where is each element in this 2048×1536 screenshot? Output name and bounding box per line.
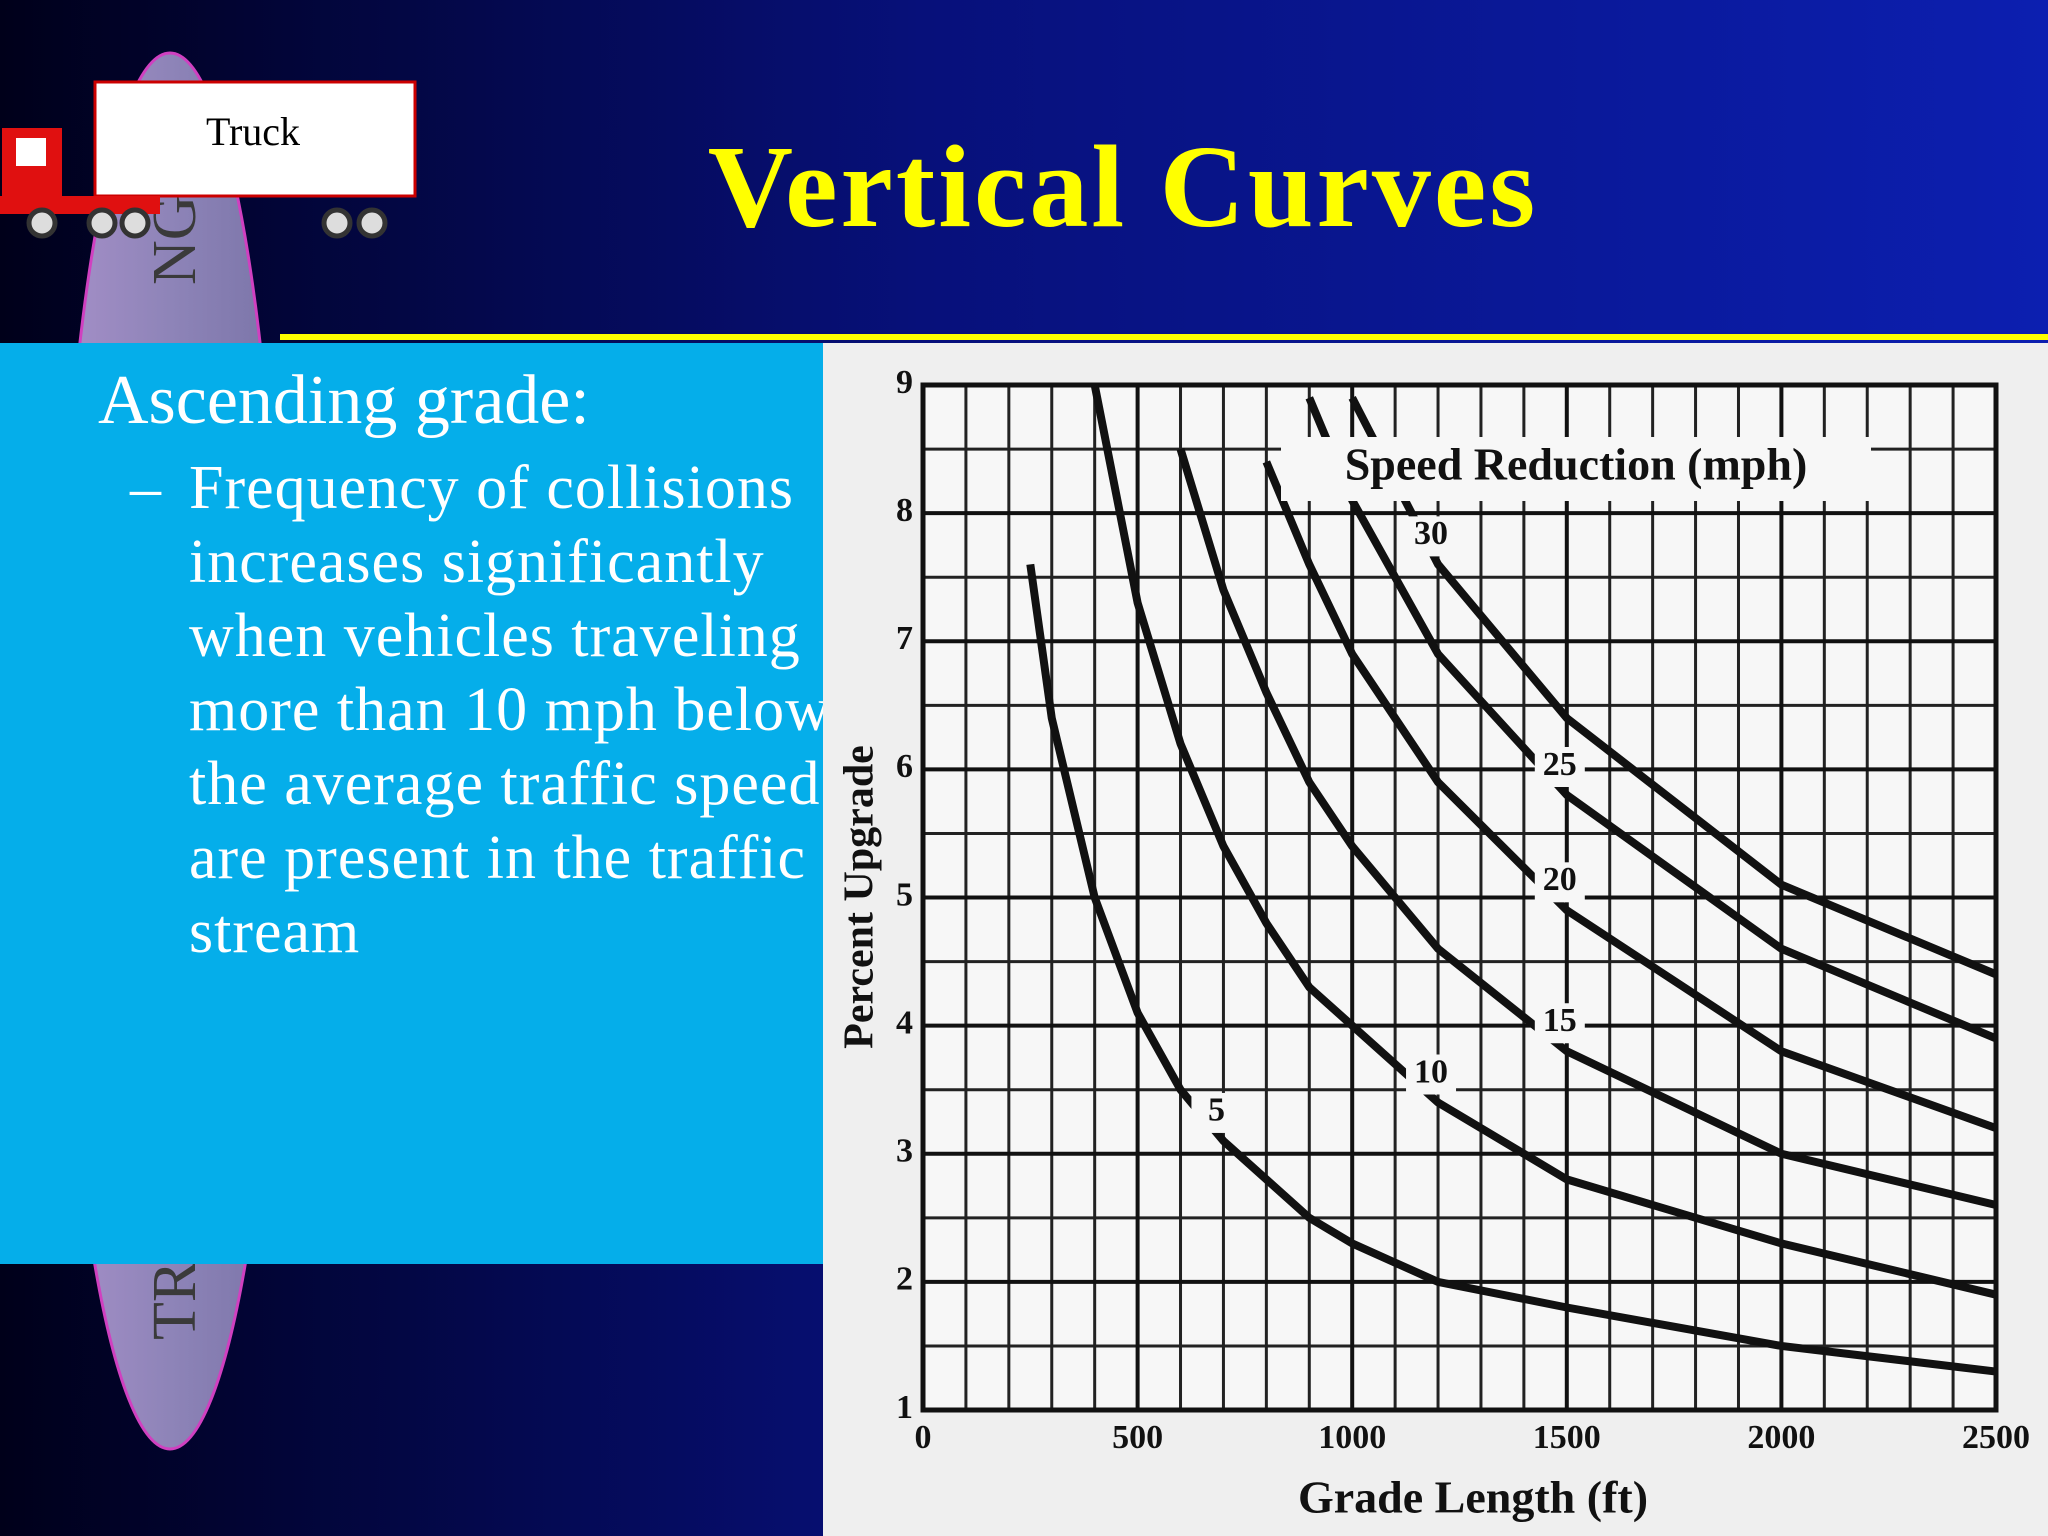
curve [1026, 563, 1997, 1376]
wheel [119, 207, 151, 239]
curve-label-background [1191, 1092, 1242, 1133]
curve-label: 15 [1543, 1002, 1577, 1039]
cab-window [16, 138, 46, 166]
heading: Ascending grade: [98, 362, 590, 439]
y-tick-label: 9 [896, 364, 913, 401]
y-axis-label: Percent Upgrade [837, 745, 883, 1049]
text-panel: Ascending grade: – Frequency of collisio… [0, 343, 830, 1264]
side-text: TR [141, 1260, 209, 1340]
curve-label-background [1534, 862, 1585, 903]
curve [1262, 460, 1998, 1132]
curve-label-background [1406, 1054, 1457, 1095]
x-axis-label: Grade Length (ft) [1298, 1472, 1648, 1523]
curve [1176, 447, 1997, 1209]
x-tick-label: 2500 [1962, 1419, 2030, 1456]
chart: Percent Upgrade Grade Length (ft) 0 500 10… [823, 343, 2048, 1536]
y-tick-label: 8 [896, 492, 913, 529]
truck-logo: Truck [0, 80, 417, 239]
curve-label-background [1534, 747, 1585, 787]
y-tick-label: 5 [896, 876, 913, 913]
x-tick-label: 1000 [1318, 1419, 1386, 1456]
curve-label-background [1406, 516, 1457, 557]
x-tick-label: 500 [1112, 1419, 1163, 1456]
wheel [321, 207, 353, 239]
plot-frame [920, 382, 1999, 1413]
y-tick-label: 6 [896, 748, 913, 785]
slide-title: Vertical Curves [708, 121, 1538, 252]
x-tick-label: 0 [915, 1419, 932, 1456]
y-tick-label: 3 [896, 1133, 913, 1170]
trailer [93, 80, 417, 198]
logo-label: Truck [206, 109, 300, 154]
curve-label: 5 [1208, 1092, 1225, 1129]
curve-label-background [1534, 1003, 1585, 1044]
curve [1348, 395, 1998, 979]
bullet-text: Frequency of collisions increases signif… [189, 454, 831, 966]
legend-title: Speed Reduction (mph) [1345, 439, 1808, 490]
bullet-marker: – [130, 454, 161, 522]
curve-label: 10 [1414, 1053, 1448, 1090]
x-tick-label: 1500 [1533, 1419, 1601, 1456]
wheel [26, 207, 58, 239]
legend-background [1281, 437, 1871, 501]
curve-label: 30 [1414, 515, 1448, 552]
wheel [86, 207, 118, 239]
curve-label: 25 [1543, 746, 1577, 783]
curve [1090, 384, 1997, 1299]
curve-label: 20 [1543, 861, 1577, 898]
y-tick-label: 7 [896, 620, 913, 657]
y-tick-label: 4 [896, 1004, 913, 1041]
y-tick-label: 2 [896, 1261, 913, 1298]
y-tick-label: 1 [896, 1389, 913, 1426]
x-tick-label: 2000 [1747, 1419, 1815, 1456]
wheel [356, 207, 388, 239]
